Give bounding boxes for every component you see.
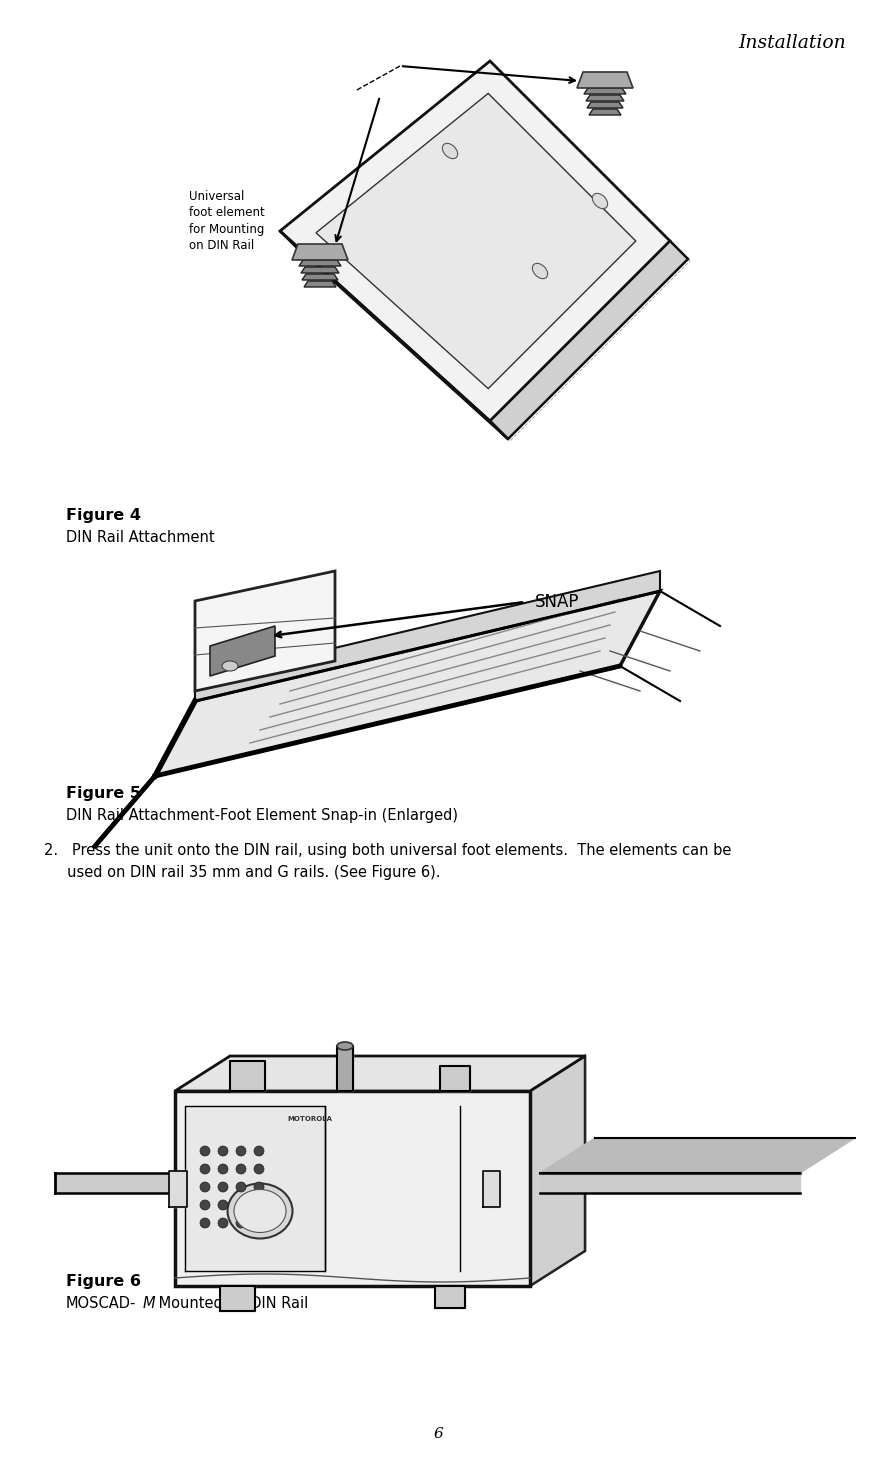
Polygon shape bbox=[220, 1286, 255, 1311]
Polygon shape bbox=[292, 244, 348, 260]
Polygon shape bbox=[185, 1106, 325, 1271]
Circle shape bbox=[200, 1182, 210, 1192]
Ellipse shape bbox=[442, 143, 458, 159]
Text: SNAP: SNAP bbox=[535, 593, 580, 611]
Text: DIN Rail Attachment: DIN Rail Attachment bbox=[66, 530, 214, 545]
Polygon shape bbox=[230, 1061, 265, 1091]
Polygon shape bbox=[483, 1172, 500, 1207]
Text: MOTOROLA: MOTOROLA bbox=[288, 1116, 332, 1122]
Text: M: M bbox=[143, 1296, 155, 1311]
Polygon shape bbox=[55, 1173, 175, 1194]
Polygon shape bbox=[316, 94, 636, 389]
Circle shape bbox=[254, 1199, 264, 1210]
Polygon shape bbox=[304, 281, 336, 286]
Circle shape bbox=[254, 1164, 264, 1175]
Polygon shape bbox=[280, 231, 508, 438]
Polygon shape bbox=[169, 1172, 187, 1207]
Circle shape bbox=[254, 1145, 264, 1156]
Polygon shape bbox=[299, 260, 341, 266]
Polygon shape bbox=[302, 275, 338, 281]
Polygon shape bbox=[301, 267, 339, 273]
Text: Installation: Installation bbox=[738, 34, 846, 51]
Polygon shape bbox=[540, 1173, 800, 1194]
Polygon shape bbox=[490, 241, 688, 438]
Ellipse shape bbox=[337, 1042, 353, 1050]
Circle shape bbox=[218, 1199, 228, 1210]
Text: 6: 6 bbox=[433, 1426, 444, 1441]
Ellipse shape bbox=[234, 1189, 286, 1233]
Circle shape bbox=[200, 1164, 210, 1175]
Circle shape bbox=[218, 1164, 228, 1175]
Circle shape bbox=[200, 1218, 210, 1229]
Polygon shape bbox=[577, 72, 633, 88]
Polygon shape bbox=[586, 95, 624, 101]
Circle shape bbox=[236, 1199, 246, 1210]
Circle shape bbox=[236, 1145, 246, 1156]
Text: used on DIN rail 35 mm and G rails. (See Figure 6).: used on DIN rail 35 mm and G rails. (See… bbox=[44, 865, 440, 880]
Circle shape bbox=[218, 1218, 228, 1229]
Polygon shape bbox=[195, 571, 335, 691]
Circle shape bbox=[236, 1218, 246, 1229]
Circle shape bbox=[236, 1182, 246, 1192]
Text: Mounted on DIN Rail: Mounted on DIN Rail bbox=[153, 1296, 308, 1311]
Polygon shape bbox=[280, 61, 670, 421]
Polygon shape bbox=[584, 88, 626, 94]
Text: Figure 4: Figure 4 bbox=[66, 508, 141, 523]
Text: DIN Rail Attachment-Foot Element Snap-in (Enlarged): DIN Rail Attachment-Foot Element Snap-in… bbox=[66, 808, 458, 823]
Text: MOSCAD-: MOSCAD- bbox=[66, 1296, 136, 1311]
Circle shape bbox=[218, 1182, 228, 1192]
Ellipse shape bbox=[592, 193, 608, 209]
Polygon shape bbox=[195, 571, 660, 701]
Circle shape bbox=[254, 1182, 264, 1192]
Polygon shape bbox=[175, 1091, 530, 1286]
Ellipse shape bbox=[532, 263, 547, 279]
Circle shape bbox=[218, 1145, 228, 1156]
Polygon shape bbox=[540, 1138, 855, 1173]
Text: Figure 5: Figure 5 bbox=[66, 786, 141, 801]
Circle shape bbox=[254, 1218, 264, 1229]
Ellipse shape bbox=[227, 1183, 293, 1239]
Polygon shape bbox=[155, 592, 660, 776]
Polygon shape bbox=[587, 102, 623, 108]
Polygon shape bbox=[435, 1286, 465, 1308]
Text: 2.   Press the unit onto the DIN rail, using both universal foot elements.  The : 2. Press the unit onto the DIN rail, usi… bbox=[44, 843, 731, 858]
Polygon shape bbox=[210, 625, 275, 676]
Polygon shape bbox=[337, 1046, 353, 1091]
Text: Figure 6: Figure 6 bbox=[66, 1274, 141, 1289]
Circle shape bbox=[200, 1145, 210, 1156]
Polygon shape bbox=[230, 1056, 585, 1251]
Polygon shape bbox=[175, 1056, 585, 1091]
Polygon shape bbox=[589, 110, 621, 115]
Circle shape bbox=[200, 1199, 210, 1210]
Polygon shape bbox=[530, 1056, 585, 1286]
Polygon shape bbox=[440, 1067, 470, 1091]
Text: Universal
foot element
for Mounting
on DIN Rail: Universal foot element for Mounting on D… bbox=[189, 190, 264, 253]
Circle shape bbox=[236, 1164, 246, 1175]
Ellipse shape bbox=[222, 660, 238, 671]
